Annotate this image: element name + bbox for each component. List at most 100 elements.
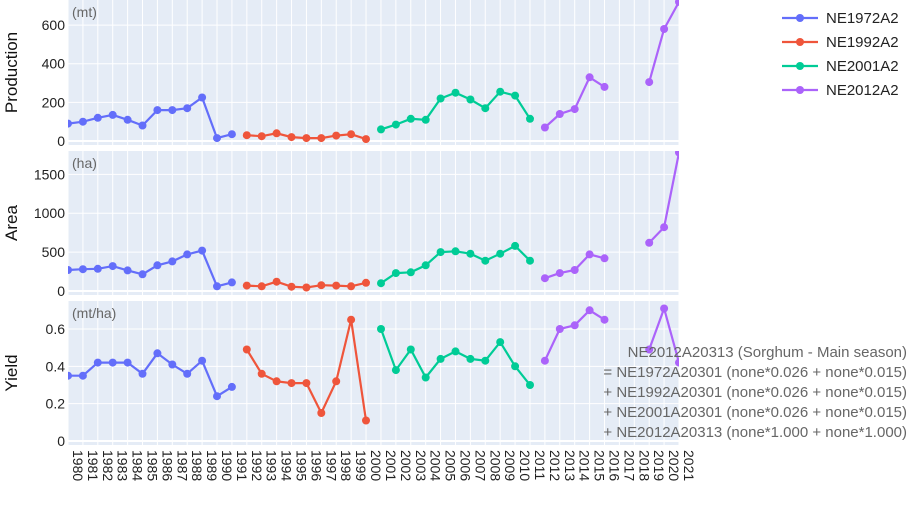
data-point-NE1972A2-area bbox=[168, 257, 177, 266]
annotation-line: + NE2012A20313 (none*1.000 + none*1.000) bbox=[603, 424, 907, 441]
x-tick-label: 1997 bbox=[323, 450, 339, 481]
data-point-NE1992A2-yield bbox=[257, 369, 266, 378]
data-point-NE2001A2-production bbox=[496, 87, 505, 96]
data-point-NE2001A2-yield bbox=[526, 381, 534, 389]
data-point-NE2012A2-production bbox=[570, 105, 579, 114]
data-point-NE2001A2-yield bbox=[406, 345, 415, 354]
data-point-NE2001A2-yield bbox=[496, 338, 505, 347]
data-point-NE2001A2-yield bbox=[391, 366, 400, 375]
legend-marker-NE2001A2 bbox=[796, 62, 804, 70]
x-tick-label: 1999 bbox=[353, 450, 369, 481]
y-tick-label-yield: 0.4 bbox=[46, 358, 66, 374]
data-point-NE2001A2-yield bbox=[481, 356, 490, 365]
data-point-NE2001A2-yield bbox=[451, 347, 460, 356]
data-point-NE1972A2-production bbox=[93, 113, 102, 122]
data-point-NE1972A2-yield bbox=[78, 371, 87, 380]
x-tick-label: 1993 bbox=[264, 450, 280, 481]
series-group-area bbox=[68, 151, 679, 292]
x-tick-label: 1990 bbox=[219, 450, 235, 481]
x-tick-label: 2007 bbox=[472, 450, 488, 481]
data-point-NE2012A2-production bbox=[600, 82, 609, 91]
x-tick-label: 1988 bbox=[189, 450, 205, 481]
x-tick-label: 1981 bbox=[85, 450, 101, 481]
data-point-NE1972A2-yield bbox=[198, 356, 207, 365]
x-tick-label: 1989 bbox=[204, 450, 220, 481]
annotation-line: NE2012A20313 (Sorghum - Main season) bbox=[628, 344, 907, 361]
data-point-NE2012A2-area bbox=[585, 250, 594, 259]
data-point-NE1972A2-area bbox=[227, 278, 236, 287]
data-point-NE2001A2-area bbox=[391, 269, 400, 278]
data-point-NE1972A2-area bbox=[138, 270, 147, 279]
data-point-NE2001A2-area bbox=[526, 256, 534, 265]
data-point-NE2001A2-area bbox=[466, 249, 475, 258]
data-point-NE2012A2-yield bbox=[600, 315, 609, 324]
data-point-NE2001A2-area bbox=[496, 249, 505, 258]
x-tick-label: 2001 bbox=[383, 450, 399, 481]
x-tick-label: 2012 bbox=[547, 450, 563, 481]
y-tick-label-area: 1000 bbox=[34, 205, 65, 221]
x-tick-label: 2004 bbox=[428, 450, 444, 481]
data-point-NE1972A2-area bbox=[183, 250, 192, 259]
data-point-NE1972A2-production bbox=[138, 121, 147, 130]
x-tick-label: 2016 bbox=[606, 450, 622, 481]
data-point-NE2012A2-production bbox=[675, 0, 679, 6]
x-tick-label: 1994 bbox=[279, 450, 295, 481]
annotation-line: + NE2001A20301 (none*0.026 + none*0.015) bbox=[603, 404, 907, 421]
data-point-NE1972A2-yield bbox=[93, 358, 102, 367]
y-axis-title-yield: Yield bbox=[2, 354, 21, 391]
x-tick-label: 2013 bbox=[562, 450, 578, 481]
data-point-NE1992A2-area bbox=[242, 281, 251, 290]
data-point-NE2001A2-yield bbox=[377, 325, 385, 333]
x-tick-label: 2000 bbox=[368, 450, 384, 481]
y-axis-title-area: Area bbox=[2, 205, 21, 241]
y-tick-label-area: 500 bbox=[42, 244, 66, 260]
data-point-NE1972A2-area bbox=[68, 266, 72, 274]
data-point-NE2001A2-production bbox=[436, 94, 445, 103]
y-tick-label-area: 0 bbox=[57, 283, 65, 299]
x-tick-label: 1987 bbox=[174, 450, 190, 481]
data-point-NE2012A2-production bbox=[585, 73, 594, 82]
panel-background-production bbox=[68, 0, 679, 145]
x-tick-label: 1982 bbox=[100, 450, 116, 481]
data-point-NE1972A2-yield bbox=[68, 371, 72, 380]
annotation-line: = NE1972A20301 (none*0.026 + none*0.015) bbox=[603, 364, 907, 381]
unit-label-yield: (mt/ha) bbox=[72, 305, 116, 321]
data-point-NE2012A2-area bbox=[645, 238, 654, 247]
x-tick-label: 2008 bbox=[487, 450, 503, 481]
y-tick-label-production: 0 bbox=[57, 133, 65, 149]
series-group-production bbox=[68, 0, 679, 144]
data-point-NE1972A2-area bbox=[78, 265, 87, 274]
x-tick-label: 1986 bbox=[159, 450, 175, 481]
data-point-NE2012A2-yield bbox=[540, 356, 549, 365]
y-tick-label-yield: 0.6 bbox=[46, 321, 66, 337]
data-point-NE1972A2-production bbox=[123, 115, 132, 124]
data-point-NE2012A2-production bbox=[555, 110, 564, 118]
data-point-NE1992A2-production bbox=[317, 134, 326, 143]
data-point-NE2012A2-area bbox=[600, 254, 609, 263]
data-point-NE1992A2-production bbox=[287, 133, 296, 142]
unit-label-area: (ha) bbox=[72, 155, 97, 171]
data-point-NE2001A2-area bbox=[421, 261, 430, 270]
data-point-NE1992A2-area bbox=[362, 278, 370, 287]
data-point-NE2001A2-yield bbox=[466, 354, 475, 363]
y-tick-label-area: 1500 bbox=[34, 166, 65, 182]
x-tick-label: 2011 bbox=[532, 450, 548, 480]
data-point-NE2012A2-yield bbox=[675, 358, 679, 367]
y-tick-label-production: 400 bbox=[42, 56, 66, 72]
data-point-NE1972A2-area bbox=[108, 262, 117, 271]
data-point-NE1972A2-area bbox=[123, 266, 132, 275]
data-point-NE1992A2-area bbox=[257, 282, 266, 291]
x-tick-label: 1996 bbox=[308, 450, 324, 481]
data-point-NE1992A2-area bbox=[287, 282, 296, 291]
x-tick-label: 1984 bbox=[130, 450, 146, 481]
x-tick-label: 2018 bbox=[636, 450, 652, 481]
data-point-NE1992A2-yield bbox=[302, 379, 311, 388]
y-tick-label-yield: 0 bbox=[57, 433, 65, 449]
data-point-NE1992A2-production bbox=[257, 132, 266, 141]
x-tick-label: 2006 bbox=[457, 450, 473, 481]
data-point-NE1992A2-area bbox=[272, 277, 281, 286]
x-tick-label: 1998 bbox=[338, 450, 354, 481]
legend-marker-NE2012A2 bbox=[796, 86, 804, 94]
data-point-NE1992A2-production bbox=[362, 135, 370, 144]
y-tick-label-yield: 0.2 bbox=[46, 396, 66, 412]
